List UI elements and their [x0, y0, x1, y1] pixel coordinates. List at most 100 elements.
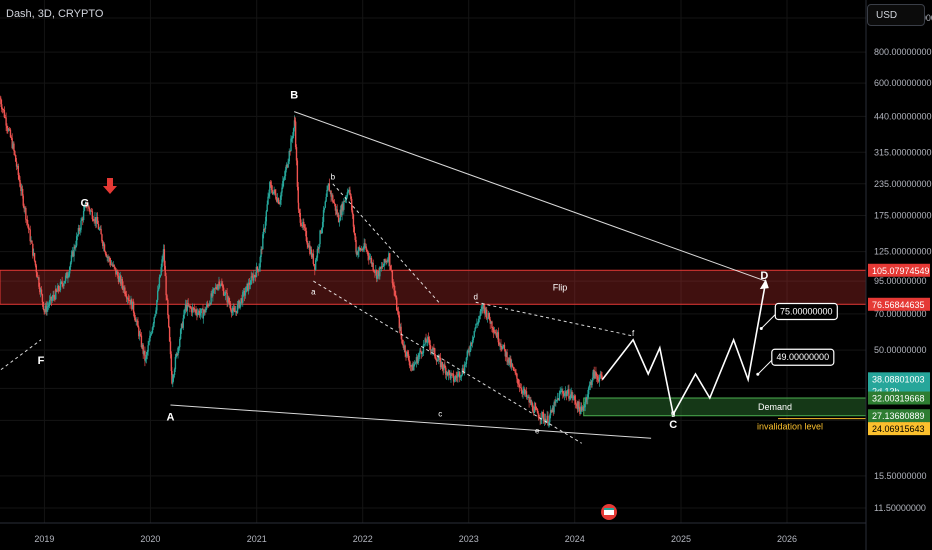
- y-tick-label: 70.00000000: [874, 309, 927, 319]
- price-tags: 105.07974549 76.56844635 38.08801003 2d 13h…: [868, 263, 930, 436]
- candle-body: [163, 249, 166, 266]
- wave-label-e: e: [535, 427, 540, 436]
- candle-body: [568, 389, 570, 399]
- candle-body: [66, 272, 68, 279]
- candle-body: [528, 396, 530, 403]
- candle-body: [572, 397, 574, 399]
- candle-body: [93, 220, 95, 222]
- candle-body: [458, 372, 460, 374]
- candle-body: [74, 246, 76, 248]
- candle-body: [73, 246, 75, 257]
- candle-body: [336, 209, 338, 216]
- candle-body: [164, 265, 166, 277]
- candle-body: [75, 236, 78, 246]
- candle-body: [235, 310, 237, 313]
- candle-body: [159, 275, 162, 278]
- candle-body: [331, 195, 333, 197]
- candle-body: [319, 230, 321, 245]
- candle-body: [217, 284, 219, 290]
- candle-body: [187, 303, 189, 306]
- candle-body: [7, 128, 9, 131]
- symbol-title[interactable]: Dash, 3D, CRYPTO: [6, 8, 104, 20]
- flag-icon[interactable]: [601, 504, 617, 520]
- candle-body: [276, 198, 279, 202]
- candle-body: [175, 353, 177, 358]
- candle-body: [209, 303, 211, 305]
- candle-body: [40, 289, 43, 295]
- candle-body: [138, 327, 140, 337]
- candle-body: [303, 221, 305, 228]
- candle-body: [88, 205, 90, 209]
- candle-body: [580, 406, 583, 411]
- candle-body: [589, 382, 592, 385]
- candle-body: [397, 311, 400, 316]
- candle-body: [329, 190, 331, 192]
- candle-body: [553, 402, 555, 413]
- candle-body: [577, 401, 579, 410]
- candle-body: [140, 335, 143, 348]
- candle-body: [126, 298, 129, 299]
- sell-arrow-icon: [103, 178, 117, 194]
- candle-body: [375, 270, 377, 273]
- candle-body: [273, 189, 275, 192]
- candle-body: [255, 266, 258, 278]
- y-tick-label: 15.50000000: [874, 471, 927, 481]
- price-tag-label: 105.07974549: [872, 266, 930, 276]
- wave-label-G: G: [81, 198, 90, 210]
- candle-body: [144, 358, 147, 361]
- candle-body: [216, 288, 218, 290]
- candle-body: [509, 358, 511, 364]
- candle-body: [50, 296, 53, 301]
- candle-body: [592, 370, 595, 373]
- candle-body: [78, 228, 80, 231]
- candle-body: [153, 317, 155, 324]
- projection-arrowhead: [759, 279, 769, 290]
- candle-body: [330, 190, 332, 197]
- candle-body: [311, 253, 314, 258]
- candle-body: [67, 275, 69, 279]
- candle-body: [549, 415, 551, 423]
- candle-body: [275, 193, 277, 199]
- candle-body: [267, 196, 269, 205]
- candle-body: [110, 264, 113, 266]
- candle-body: [492, 328, 494, 330]
- candle-body: [560, 391, 562, 392]
- candle-body: [315, 257, 318, 261]
- candle-body: [541, 412, 543, 420]
- candle-body: [145, 354, 148, 359]
- candle-body: [327, 183, 330, 187]
- candle-body: [357, 251, 359, 255]
- candle-body: [495, 332, 497, 334]
- candle-body: [289, 151, 291, 152]
- candle-body: [242, 291, 245, 293]
- candle-body: [348, 189, 350, 192]
- candle-body: [552, 407, 554, 413]
- candle-body: [96, 217, 99, 224]
- f-to-a-line: [0, 339, 42, 371]
- candle-body: [26, 220, 29, 225]
- candle-body: [69, 262, 72, 268]
- candle-body: [363, 243, 365, 250]
- candle-body: [447, 370, 450, 376]
- candle-body: [206, 304, 208, 309]
- candle-body: [584, 401, 586, 408]
- candle-body: [245, 286, 247, 293]
- candle-body: [55, 288, 57, 292]
- candle-body: [138, 333, 141, 337]
- candle-body: [156, 290, 159, 301]
- candle-body: [208, 303, 211, 306]
- currency-button[interactable]: USD: [867, 4, 925, 26]
- candle-body: [580, 406, 582, 414]
- candle-body: [177, 347, 179, 356]
- candle-body: [344, 200, 346, 202]
- candle-body: [562, 390, 564, 394]
- candle-body: [433, 348, 435, 349]
- candle-body: [557, 398, 560, 401]
- candle-body: [294, 120, 296, 122]
- candle-body: [125, 295, 128, 299]
- candle-body: [459, 372, 461, 378]
- candle-body: [470, 342, 473, 344]
- candle-body: [497, 332, 500, 343]
- y-tick-label: 235.00000000: [874, 179, 932, 189]
